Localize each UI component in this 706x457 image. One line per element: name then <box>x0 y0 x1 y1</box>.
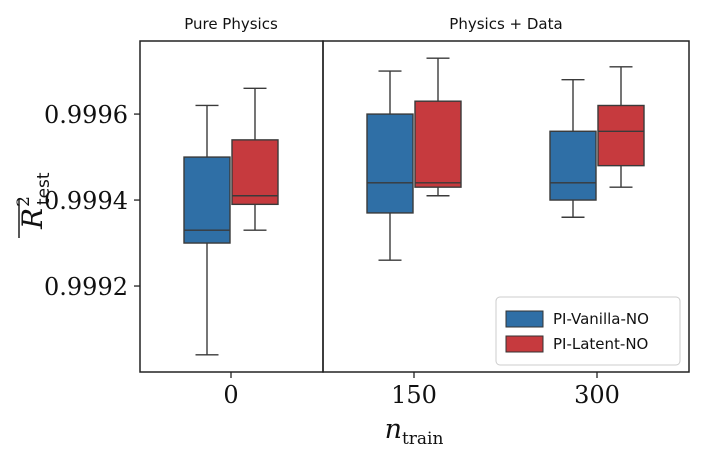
box-latent-0 <box>231 87 279 231</box>
x-axis-label: ntrain <box>385 414 444 449</box>
y-axis-label: R2test <box>14 172 54 238</box>
box-iqr <box>366 113 414 214</box>
y-axis: 0.9992 0.9994 0.9996 <box>44 101 140 301</box>
box-vanilla-0 <box>183 104 231 356</box>
y-tick-label: 0.9996 <box>44 101 128 129</box>
box-iqr <box>414 100 462 188</box>
x-tick-label: 150 <box>391 381 437 409</box>
box-vanilla-150 <box>366 70 414 261</box>
box-latent-150 <box>414 57 462 197</box>
box-iqr <box>183 156 231 244</box>
x-tick-label: 0 <box>223 381 238 409</box>
panel-title-left: Pure Physics <box>184 15 278 33</box>
box-latent-300 <box>597 66 645 188</box>
panel-title-right: Physics + Data <box>449 15 562 33</box>
y-tick-label: 0.9992 <box>44 273 128 301</box>
box-iqr <box>231 139 279 206</box>
y-tick-label: 0.9994 <box>44 187 128 215</box>
panel-left-frame <box>139 40 324 373</box>
legend-swatch-latent <box>505 335 544 353</box>
box-vanilla-300 <box>549 78 597 218</box>
box-series <box>183 57 645 356</box>
legend-frame <box>495 296 681 366</box>
x-tick-label: 300 <box>574 381 620 409</box>
svg-text:R2test: R2test <box>14 172 54 230</box>
x-axis: 0 150 300 <box>223 372 620 409</box>
box-iqr <box>597 104 645 167</box>
legend: PI-Vanilla-NO PI-Latent-NO <box>495 296 681 366</box>
legend-label-vanilla: PI-Vanilla-NO <box>553 310 649 328</box>
legend-label-latent: PI-Latent-NO <box>553 335 648 353</box>
legend-swatch-vanilla <box>505 310 544 328</box>
panel-right-frame <box>322 40 690 373</box>
box-iqr <box>549 130 597 201</box>
